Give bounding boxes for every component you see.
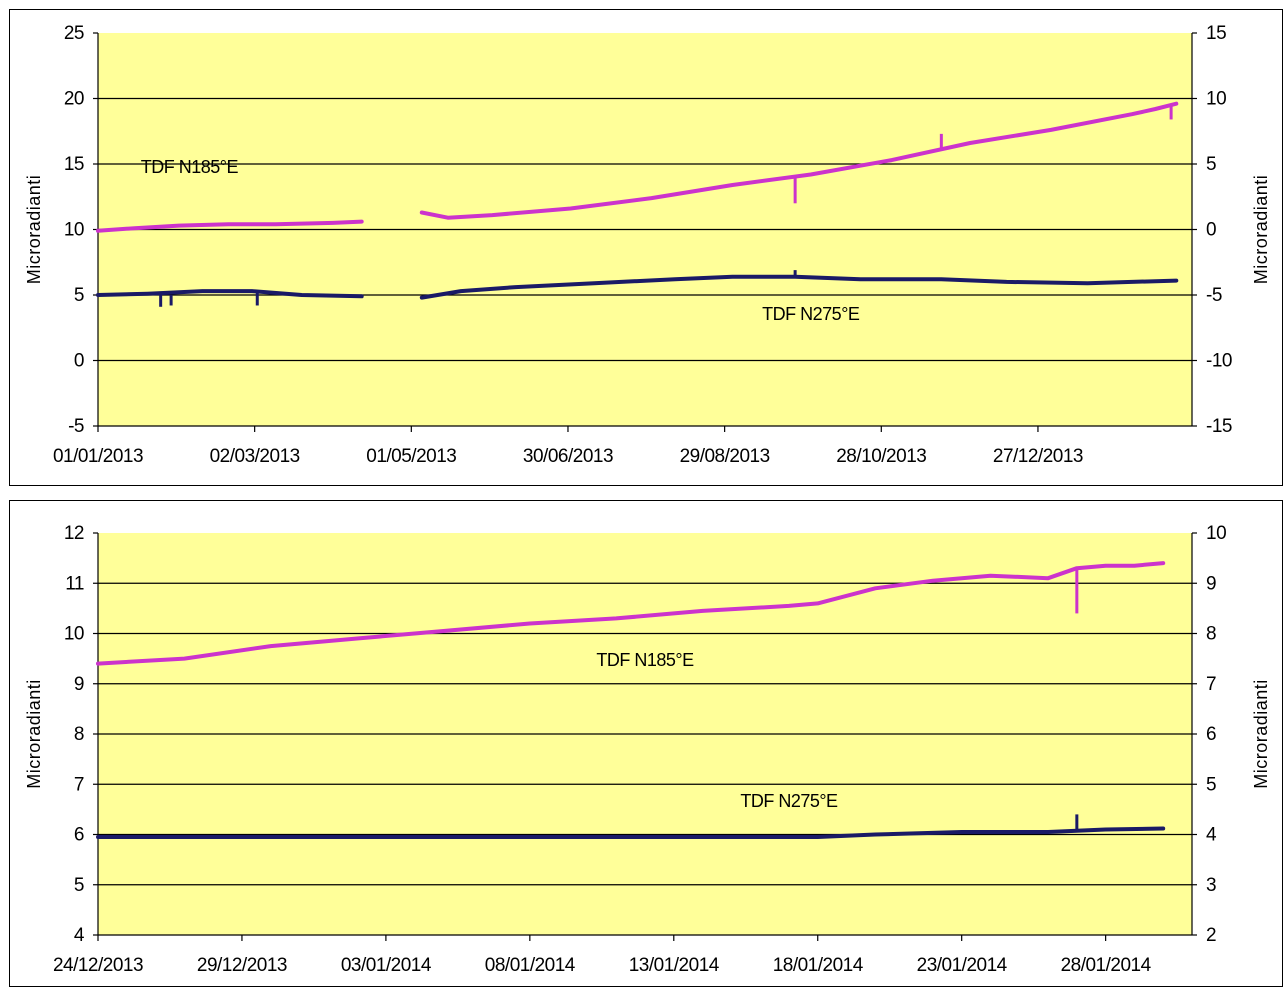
y-tick-label: -5 (68, 416, 84, 437)
y-right-axis-title: Microradianti (1251, 175, 1271, 285)
series-n185 (96, 561, 1166, 666)
series-line (96, 561, 1166, 666)
series-line (96, 289, 364, 299)
y-right-tick-label: 10 (1206, 89, 1226, 110)
x-tick-label: 27/12/2013 (993, 446, 1083, 467)
y-axis-title: Microradianti (24, 679, 44, 789)
y-right-tick-label: 4 (1206, 825, 1217, 846)
series-label: TDF N185°E (141, 157, 239, 177)
x-tick-label: 23/01/2014 (917, 955, 1008, 976)
bottom-chart: 4 5 6 7 8 9 10 11 12 2 3 4 5 6 7 8 9 10 24/12/2013 29/12/20… (24, 523, 1271, 976)
series-line (96, 826, 1166, 839)
y-right-tick-label: -5 (1206, 285, 1222, 306)
y-right-tick-label: 6 (1206, 724, 1216, 745)
x-tick-label: 01/05/2013 (366, 446, 456, 467)
y-tick-label: 11 (65, 573, 84, 594)
x-tick-label: 30/06/2013 (523, 446, 613, 467)
y-right-axis-title: Microradianti (1251, 679, 1271, 789)
x-tick-label: 29/12/2013 (197, 955, 287, 976)
x-tick-label: 29/08/2013 (680, 446, 770, 467)
y-right-tick-label: 2 (1206, 925, 1216, 946)
y-tick-label: 10 (64, 220, 84, 241)
y-axis-title: Microradianti (24, 175, 44, 285)
y-right-tick-label: -15 (1206, 416, 1232, 437)
series-label: TDF N275°E (762, 304, 860, 324)
x-tick-label: 13/01/2014 (629, 955, 720, 976)
y-tick-label: 0 (74, 351, 84, 372)
y-tick-label: 7 (74, 774, 84, 795)
series-line (419, 274, 1179, 300)
x-tick-label: 28/10/2013 (836, 446, 926, 467)
x-tick-label: 18/01/2014 (773, 955, 864, 976)
x-tick-label: 24/12/2013 (53, 955, 143, 976)
y-tick-label: 25 (64, 23, 84, 44)
top-chart: -5 0 5 10 15 20 25 -15 -10 -5 0 5 10 15 01/01/2013 02/0… (24, 23, 1271, 467)
bottom-chart-panel: 4 5 6 7 8 9 10 11 12 2 3 4 5 6 7 8 9 10 24/12/2013 29/12/20… (9, 500, 1283, 987)
x-tick-label: 28/01/2014 (1061, 955, 1152, 976)
series-line (96, 219, 364, 233)
y-tick-label: 4 (74, 925, 85, 946)
series-line (419, 101, 1179, 220)
series-label: TDF N275°E (740, 791, 838, 811)
y-tick-label: 15 (64, 154, 84, 175)
y-right-tick-label: -10 (1206, 351, 1232, 372)
y-tick-label: 12 (64, 523, 84, 544)
y-tick-label: 20 (64, 89, 84, 110)
y-right-tick-label: 5 (1206, 154, 1216, 175)
y-tick-label: 9 (74, 674, 84, 695)
x-tick-label: 08/01/2014 (485, 955, 576, 976)
y-right-tick-label: 15 (1206, 23, 1226, 44)
y-tick-label: 5 (74, 285, 84, 306)
series-label: TDF N185°E (596, 650, 694, 670)
y-right-tick-label: 8 (1206, 624, 1216, 645)
y-tick-label: 5 (74, 875, 84, 896)
y-right-tick-label: 9 (1206, 573, 1216, 594)
y-right-tick-label: 3 (1206, 875, 1216, 896)
y-right-tick-label: 10 (1206, 523, 1226, 544)
top-chart-panel: -5 0 5 10 15 20 25 -15 -10 -5 0 5 10 15 01/01/2013 02/0… (9, 9, 1283, 486)
y-tick-label: 6 (74, 825, 84, 846)
x-tick-label: 03/01/2014 (341, 955, 432, 976)
y-right-tick-label: 7 (1206, 674, 1216, 695)
y-tick-label: 10 (64, 624, 84, 645)
x-tick-label: 01/01/2013 (53, 446, 143, 467)
y-tick-label: 8 (74, 724, 84, 745)
series-n275 (96, 270, 1179, 307)
x-tick-label: 02/03/2013 (210, 446, 300, 467)
series-n185 (96, 101, 1179, 233)
series-n275 (96, 814, 1166, 839)
y-right-tick-label: 5 (1206, 774, 1216, 795)
y-right-tick-label: 0 (1206, 220, 1216, 241)
